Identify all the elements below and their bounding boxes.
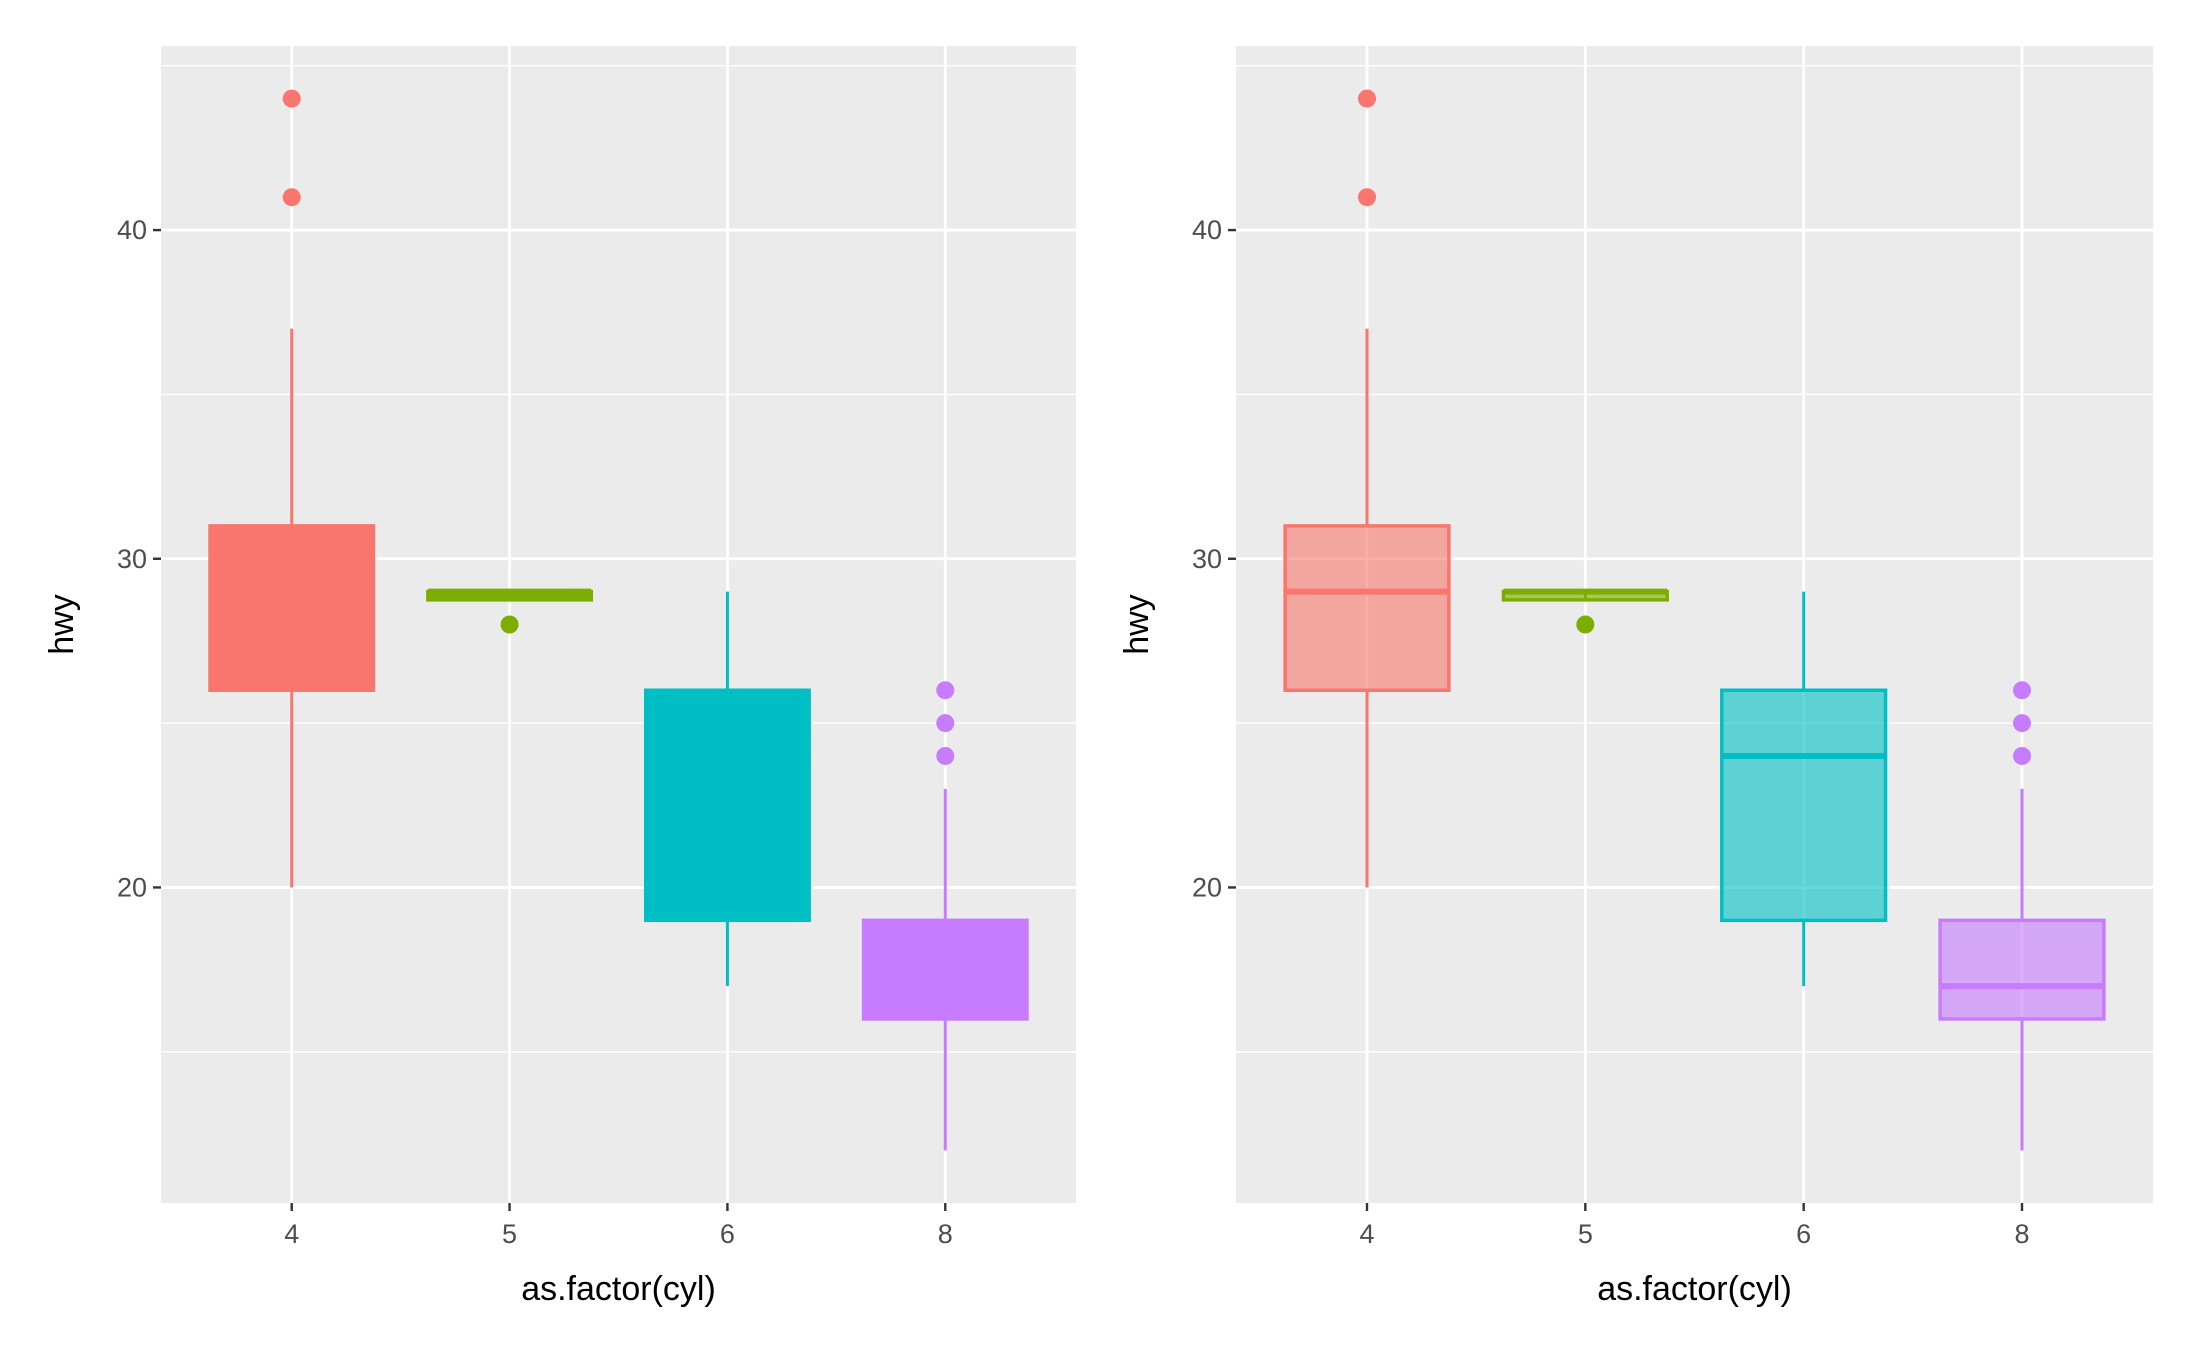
outlier-point bbox=[1358, 188, 1376, 207]
box-6 bbox=[1720, 591, 1888, 987]
y-tick-label: 20 bbox=[117, 872, 147, 902]
box-8 bbox=[1938, 681, 2106, 1151]
panel-2: 20 30 40 4 5 6 8 as.factor(cyl) hwy bbox=[1118, 46, 2153, 1308]
x-tick-label: 5 bbox=[502, 1219, 517, 1249]
outlier-point bbox=[1358, 89, 1376, 108]
outlier-point bbox=[2013, 681, 2031, 700]
x-tick-label: 8 bbox=[2014, 1219, 2029, 1249]
outlier-point bbox=[2013, 714, 2031, 733]
box-5 bbox=[426, 588, 594, 634]
box-iqr bbox=[1720, 688, 1888, 923]
box-4 bbox=[208, 89, 376, 888]
y-tick-label: 40 bbox=[117, 215, 147, 245]
y-tick-label: 40 bbox=[1192, 215, 1222, 245]
x-tick-label: 5 bbox=[1578, 1219, 1593, 1249]
y-tick-label: 30 bbox=[117, 544, 147, 574]
box-6 bbox=[643, 591, 811, 987]
x-axis-title: as.factor(cyl) bbox=[521, 1270, 716, 1308]
outlier-point bbox=[282, 89, 301, 108]
y-axis-title: hwy bbox=[1118, 594, 1156, 654]
x-tick-label: 4 bbox=[1359, 1219, 1374, 1249]
box-5 bbox=[1501, 588, 1669, 634]
outlier-point bbox=[1576, 615, 1595, 634]
panel-1: 20 30 40 4 5 6 8 as.factor(cyl) hwy bbox=[43, 46, 1076, 1308]
y-tick-label: 30 bbox=[1192, 544, 1222, 574]
box-iqr bbox=[1283, 524, 1451, 692]
outlier-point bbox=[2013, 746, 2031, 765]
outlier-point bbox=[936, 746, 955, 765]
x-tick-label: 6 bbox=[1796, 1219, 1811, 1249]
box-iqr bbox=[1938, 918, 2106, 1021]
box-4 bbox=[1283, 89, 1451, 888]
outlier-point bbox=[936, 714, 955, 733]
outlier-point bbox=[282, 188, 301, 207]
y-axis-title: hwy bbox=[43, 594, 81, 654]
box-8 bbox=[861, 681, 1029, 1151]
x-tick-label: 8 bbox=[938, 1219, 953, 1249]
box-iqr bbox=[208, 524, 376, 692]
box-iqr bbox=[643, 688, 811, 923]
outlier-point bbox=[500, 615, 519, 634]
x-axis-title: as.factor(cyl) bbox=[1597, 1270, 1792, 1308]
box-iqr bbox=[861, 918, 1029, 1021]
y-tick-label: 20 bbox=[1192, 872, 1222, 902]
outlier-point bbox=[936, 681, 955, 700]
x-tick-label: 6 bbox=[720, 1219, 735, 1249]
x-tick-label: 4 bbox=[284, 1219, 299, 1249]
